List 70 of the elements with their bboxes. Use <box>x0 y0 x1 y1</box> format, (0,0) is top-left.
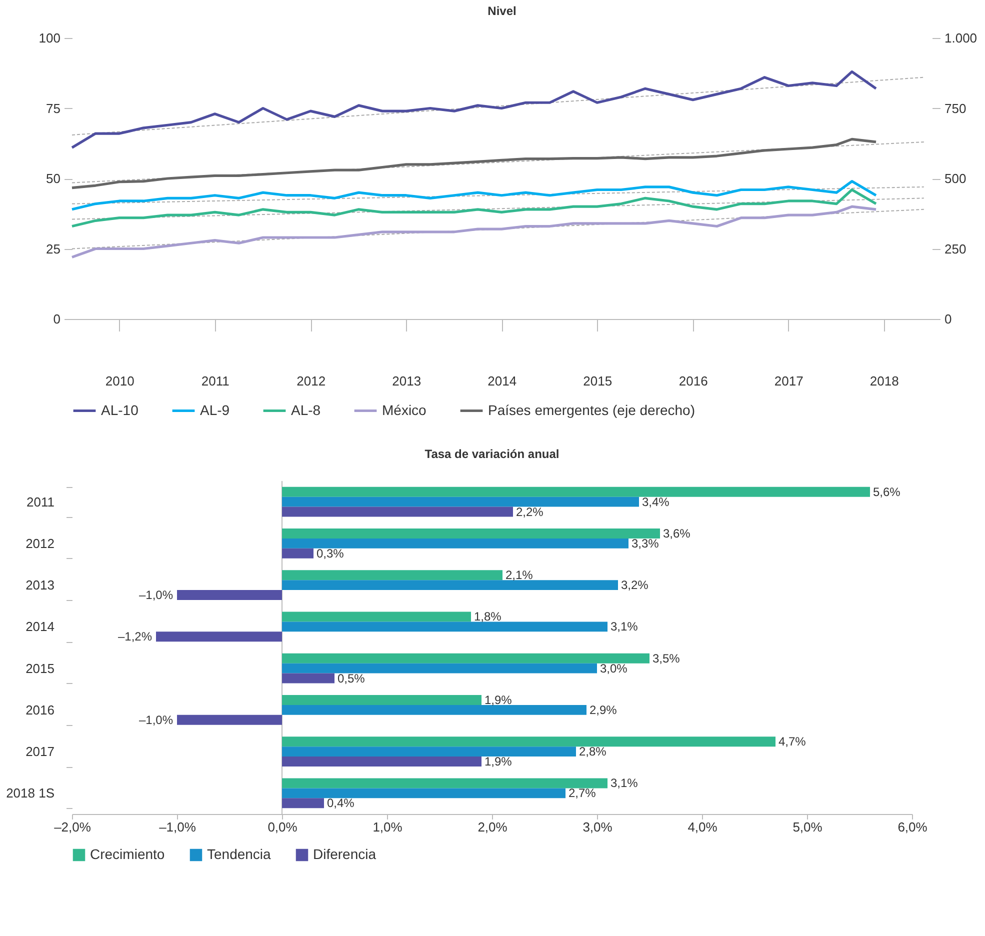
data-label: –1,0% <box>138 712 174 727</box>
data-label: 0,3% <box>316 546 344 560</box>
y-tick-label: 2015 <box>26 660 54 676</box>
y-tick-label: 75 <box>46 100 60 116</box>
legend-label: AL-10 <box>101 402 139 418</box>
data-label: 3,5% <box>652 651 680 666</box>
data-label: 0,4% <box>327 796 355 810</box>
data-label: 3,1% <box>610 620 638 634</box>
y2-tick-label: 0 <box>944 312 952 326</box>
data-label: 4,7% <box>778 734 806 749</box>
y-tick-label: 50 <box>46 171 60 186</box>
data-label: 1,9% <box>484 692 512 707</box>
chart-title: Nivel <box>488 4 516 18</box>
data-label: 3,2% <box>621 578 649 592</box>
x-tick-label: 5,0% <box>792 820 823 834</box>
data-label: 3,1% <box>610 776 638 790</box>
x-tick-label: 2015 <box>583 374 612 388</box>
y-tick-label: 2013 <box>26 578 54 593</box>
y-tick-label: 25 <box>46 241 60 256</box>
data-label: 1,8% <box>474 610 502 624</box>
legend-label: Tendencia <box>207 846 272 862</box>
legend-label: Diferencia <box>313 846 376 862</box>
y2-tick-label: 750 <box>944 100 966 116</box>
x-tick-label: 2011 <box>201 374 230 388</box>
y-tick-label: 2012 <box>26 536 54 551</box>
data-label: –1,2% <box>118 630 152 644</box>
legend-label: México <box>382 402 427 418</box>
legend-label: Crecimiento <box>90 846 165 862</box>
data-label: 2,2% <box>516 504 544 519</box>
y-tick-label: 2018 1S <box>6 786 55 801</box>
data-label: –1,0% <box>138 588 174 602</box>
y2-tick-label: 250 <box>944 241 966 256</box>
x-tick-label: 0,0% <box>268 820 298 834</box>
x-tick-label: 2016 <box>678 374 708 388</box>
data-label: 2,7% <box>568 786 596 800</box>
y-tick-label: 2017 <box>26 744 54 760</box>
x-tick-label: 2018 <box>870 374 899 388</box>
x-tick-label: 4,0% <box>688 820 718 834</box>
x-tick-label: 3,0% <box>582 820 613 834</box>
x-tick-label: 6,0% <box>898 820 928 834</box>
data-label: 2,9% <box>590 702 618 717</box>
data-label: 3,3% <box>632 536 660 550</box>
data-label: 2,1% <box>506 568 534 582</box>
x-tick-label: –1,0% <box>159 820 196 834</box>
y2-tick-label: 500 <box>944 171 966 186</box>
x-tick-label: 2017 <box>774 374 804 388</box>
y2-tick-label: 1.000 <box>944 30 978 46</box>
y-tick-label: 0 <box>53 312 60 326</box>
legend-label: AL-8 <box>291 402 321 418</box>
data-label: 3,6% <box>663 526 691 540</box>
data-label: 1,9% <box>484 754 512 769</box>
x-tick-label: 2012 <box>296 374 326 388</box>
data-label: 3,4% <box>642 494 670 509</box>
y-tick-label: 2014 <box>26 619 54 634</box>
y-tick-label: 100 <box>38 30 60 46</box>
data-label: 0,5% <box>338 671 366 686</box>
x-tick-label: 1,0% <box>372 820 403 834</box>
data-label: 3,0% <box>600 661 628 676</box>
x-tick-label: 2014 <box>488 374 517 388</box>
x-tick-label: 2,0% <box>478 820 508 834</box>
y-tick-label: 2016 <box>26 702 54 718</box>
data-label: 5,6% <box>873 484 901 499</box>
x-tick-label: 2010 <box>105 374 134 388</box>
data-label: 2,8% <box>579 744 607 759</box>
legend-label: AL-9 <box>200 402 230 418</box>
x-tick-label: 2013 <box>392 374 422 388</box>
x-tick-label: –2,0% <box>54 820 92 834</box>
legend-label: Países emergentes (eje derecho) <box>488 402 695 418</box>
y-tick-label: 2011 <box>26 494 54 510</box>
chart-title: Tasa de variación anual <box>424 447 560 461</box>
